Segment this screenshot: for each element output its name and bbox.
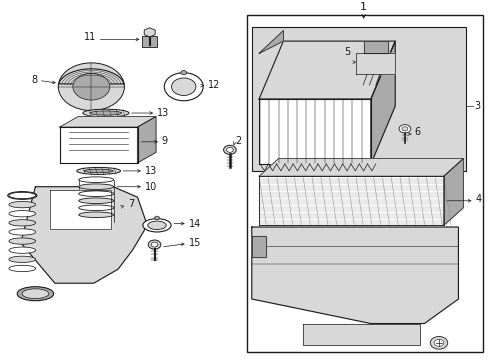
Polygon shape (259, 41, 394, 99)
Text: 2: 2 (234, 136, 241, 146)
Text: 10: 10 (144, 182, 157, 192)
Circle shape (58, 63, 124, 111)
Text: 14: 14 (188, 219, 201, 229)
Ellipse shape (79, 198, 114, 203)
Polygon shape (259, 31, 283, 53)
Text: 6: 6 (414, 127, 420, 137)
Polygon shape (59, 69, 124, 85)
Ellipse shape (79, 205, 114, 211)
Bar (142, 36, 157, 48)
Bar (259, 176, 443, 225)
Polygon shape (363, 41, 387, 53)
Polygon shape (259, 159, 462, 176)
Polygon shape (60, 117, 156, 127)
Ellipse shape (79, 184, 114, 189)
Circle shape (171, 78, 196, 95)
Polygon shape (302, 324, 419, 345)
Ellipse shape (9, 220, 36, 226)
Ellipse shape (9, 256, 36, 262)
Ellipse shape (9, 202, 36, 208)
Circle shape (154, 216, 159, 220)
Ellipse shape (147, 221, 166, 230)
Text: 11: 11 (84, 32, 96, 41)
Ellipse shape (9, 238, 36, 244)
Ellipse shape (77, 167, 120, 175)
Ellipse shape (9, 229, 36, 235)
Circle shape (151, 242, 158, 247)
Text: 4: 4 (474, 194, 481, 204)
Circle shape (148, 240, 161, 249)
Ellipse shape (82, 109, 129, 117)
Polygon shape (251, 236, 266, 257)
Ellipse shape (84, 169, 113, 173)
Text: 13: 13 (157, 108, 169, 118)
Polygon shape (370, 41, 394, 164)
Polygon shape (50, 190, 111, 229)
Polygon shape (21, 187, 147, 283)
Ellipse shape (9, 247, 36, 253)
Ellipse shape (22, 289, 49, 298)
Ellipse shape (90, 111, 122, 115)
Circle shape (433, 339, 443, 346)
Ellipse shape (79, 212, 114, 217)
Circle shape (401, 127, 407, 131)
Text: 3: 3 (473, 101, 479, 111)
Ellipse shape (17, 287, 54, 301)
Text: 7: 7 (127, 199, 134, 209)
Circle shape (226, 147, 233, 152)
Ellipse shape (9, 265, 36, 271)
Text: 1: 1 (359, 3, 366, 12)
Circle shape (181, 71, 186, 75)
Ellipse shape (9, 192, 36, 199)
Bar (251, 27, 465, 171)
Circle shape (429, 337, 447, 349)
Circle shape (164, 73, 203, 101)
Ellipse shape (79, 177, 114, 183)
Polygon shape (259, 99, 370, 164)
Circle shape (73, 73, 110, 100)
Circle shape (398, 125, 410, 133)
Text: 15: 15 (188, 238, 201, 248)
Text: 12: 12 (207, 80, 220, 90)
Ellipse shape (142, 219, 171, 232)
Polygon shape (137, 117, 156, 163)
Circle shape (223, 145, 236, 154)
Text: 13: 13 (144, 166, 157, 176)
Text: 8: 8 (32, 75, 38, 85)
Ellipse shape (79, 191, 114, 197)
Ellipse shape (9, 211, 36, 217)
Polygon shape (60, 127, 137, 163)
Bar (246, 15, 482, 352)
Text: 9: 9 (162, 136, 167, 146)
Polygon shape (356, 53, 394, 75)
Polygon shape (443, 159, 462, 225)
Polygon shape (251, 227, 458, 324)
Text: 5: 5 (344, 47, 350, 57)
